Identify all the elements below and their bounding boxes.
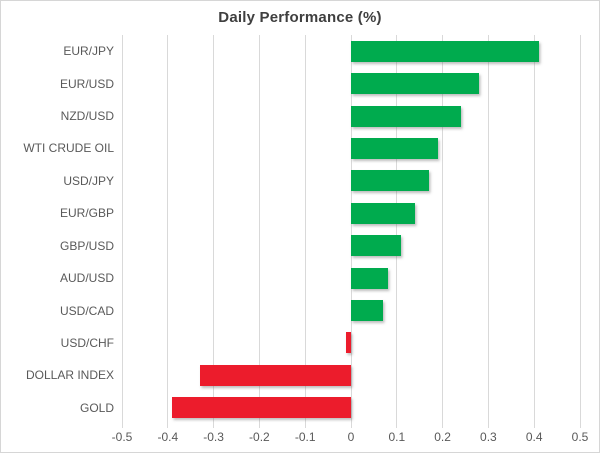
gridline — [121, 35, 123, 428]
value-axis: -0.5 -0.4 -0.3 -0.2 -0.1 0 0.1 0.2 0.3 0.4 0.5 — [112, 428, 589, 448]
gridline — [487, 35, 489, 428]
bar-eur-gbp — [351, 202, 416, 224]
bar-eur-usd — [351, 73, 480, 95]
bar-eur-jpy — [351, 40, 539, 62]
x-tick-label: -0.1 — [294, 430, 316, 444]
bar-nzd-usd — [351, 105, 461, 127]
gridline — [396, 35, 398, 428]
x-tick-label: 0.5 — [571, 430, 589, 444]
gridline — [579, 35, 581, 428]
plot-area — [121, 35, 581, 428]
category-label-aud-usd: AUD/USD — [59, 271, 114, 286]
category-label-eur-usd: EUR/USD — [59, 76, 114, 91]
bar-usd-chf — [346, 332, 351, 354]
gridline — [442, 35, 444, 428]
x-tick-label: 0.2 — [434, 430, 451, 444]
bar-gold — [172, 397, 351, 419]
category-label-dollar-index: DOLLAR INDEX — [25, 368, 114, 383]
bar-gbp-usd — [351, 235, 402, 257]
gridline — [350, 35, 352, 428]
bar-usd-cad — [351, 300, 384, 322]
category-axis: EUR/JPY EUR/USD NZD/USD WTI CRUDE OIL USD/JP… — [1, 35, 114, 424]
gridline — [304, 35, 306, 428]
gridline — [213, 35, 215, 428]
category-label-gold: GOLD — [79, 400, 114, 415]
x-tick-label: -0.3 — [203, 430, 224, 444]
bar-usd-jpy — [351, 170, 429, 192]
category-label-usd-cad: USD/CAD — [59, 303, 114, 318]
x-tick-label: 0.1 — [388, 430, 406, 444]
x-tick-label: 0.4 — [525, 430, 543, 444]
x-tick-label: 0.3 — [480, 430, 497, 444]
bar-aud-usd — [351, 267, 388, 289]
bar-wti-crude-oil — [351, 137, 439, 159]
category-label-usd-jpy: USD/JPY — [63, 173, 114, 188]
gridline — [258, 35, 260, 428]
category-label-wti-crude-oil: WTI CRUDE OIL — [23, 141, 114, 156]
category-label-eur-gbp: EUR/GBP — [59, 206, 114, 221]
bar-dollar-index — [199, 364, 351, 386]
gridline — [533, 35, 535, 428]
x-tick-label: 0 — [347, 430, 355, 444]
x-tick-label: -0.4 — [157, 430, 179, 444]
category-label-nzd-usd: NZD/USD — [60, 109, 114, 124]
chart-title: Daily Performance (%) — [218, 9, 382, 26]
category-label-gbp-usd: GBP/USD — [59, 238, 114, 253]
x-tick-label: -0.5 — [111, 430, 133, 444]
x-tick-label: -0.2 — [249, 430, 270, 444]
category-label-usd-chf: USD/CHF — [60, 335, 114, 350]
gridline — [167, 35, 169, 428]
category-label-eur-jpy: EUR/JPY — [63, 44, 114, 59]
